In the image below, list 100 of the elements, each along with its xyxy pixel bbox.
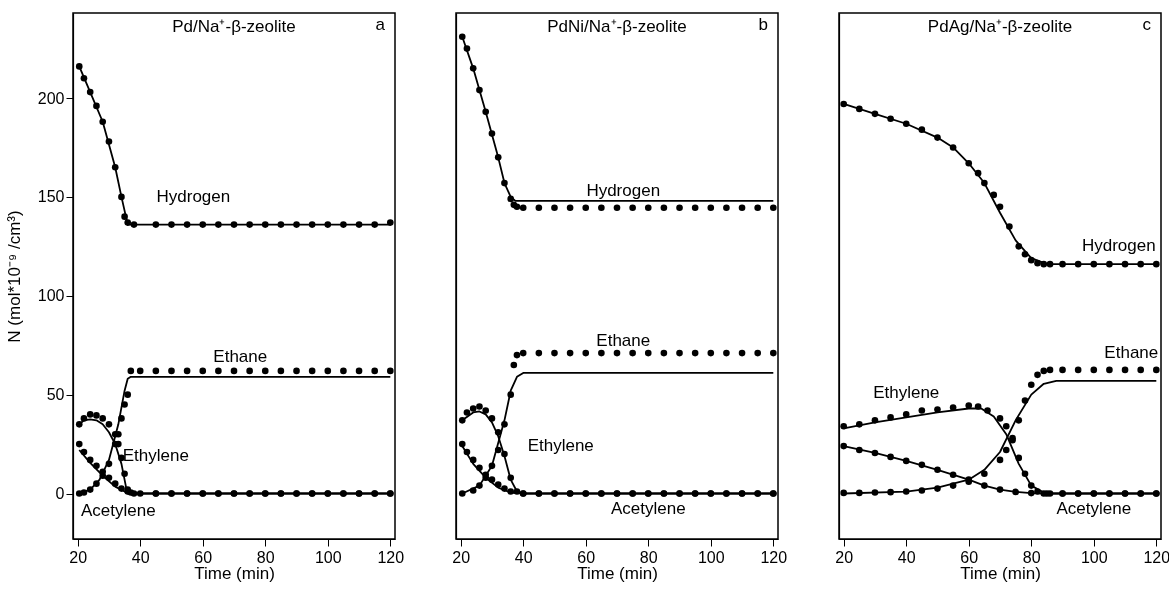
x-tick-label: 80 [639,548,658,566]
point [1027,381,1035,389]
point [1040,367,1048,375]
point [535,204,543,212]
point [277,367,285,375]
point [996,415,1004,422]
point [902,488,910,495]
point [469,65,477,72]
point [488,415,496,422]
x-tick-label: 20 [452,548,471,566]
point [1046,366,1054,374]
x-tick-label: 40 [514,548,533,566]
point [277,221,285,228]
point [510,361,518,369]
point [99,118,107,126]
point [501,421,508,428]
y-axis-title: N (mol*10⁻⁹ /cm³) [4,210,24,343]
point [501,485,508,492]
point [918,487,926,494]
point [691,204,699,212]
series-label: Acetylene [1056,499,1132,519]
series-label: Ethylene [527,436,594,456]
point [111,430,119,438]
point [974,403,982,410]
point [458,33,466,41]
point [371,221,378,228]
point [856,421,863,428]
point [324,221,332,228]
point [871,110,879,118]
point [121,470,128,478]
point [476,482,483,489]
point [261,221,269,228]
point [463,409,471,416]
point [1012,488,1019,496]
point [488,476,496,483]
point [934,406,941,413]
point [183,221,191,228]
point [691,349,699,357]
point [902,411,910,418]
series-label: Hydrogen [1081,236,1156,256]
point [629,204,636,212]
point [707,204,715,212]
point [488,130,496,137]
point [918,407,926,414]
point [152,221,160,228]
y-tick-label: 200 [37,89,65,107]
y-tick-label: 50 [46,386,65,404]
point [887,414,894,421]
point [494,428,502,436]
point [308,221,316,228]
point [105,460,113,468]
point [1059,260,1066,268]
point [86,411,94,418]
point [1027,489,1035,497]
point [1034,259,1041,267]
point [934,485,941,492]
point [488,462,496,470]
x-tick-label: 60 [960,548,979,566]
point [1090,366,1098,374]
point [551,204,558,212]
point [660,349,668,357]
point [1034,371,1041,379]
point [199,221,207,228]
point [507,474,515,482]
point [551,349,558,357]
point [230,367,238,375]
point [386,219,394,226]
point [1015,417,1023,424]
point [183,367,191,375]
point [261,367,269,375]
point [458,440,466,448]
point [769,349,777,357]
point [676,204,683,212]
point [984,407,991,414]
point [118,485,125,492]
series-label: Ethane [596,331,651,351]
point [93,412,100,419]
x-tick-label: 40 [897,548,916,566]
chart-title: Pd/Na⁺-β-zeolite [172,17,296,36]
point [111,480,119,487]
point [1106,260,1113,268]
point [340,367,347,375]
x-axis-title: Time (min) [577,563,658,583]
point [996,203,1004,211]
point [99,415,107,422]
point [582,349,590,357]
point [75,440,83,448]
point [93,462,100,470]
point [644,349,652,357]
point [124,391,132,398]
x-tick-label: 120 [377,548,405,566]
point [629,349,636,357]
point [507,488,515,495]
point [501,450,508,458]
point [535,349,543,357]
point [738,204,746,212]
series-label: Ethane [1104,343,1159,363]
point [355,367,363,375]
point [86,486,94,493]
x-tick-label: 120 [1143,548,1169,566]
